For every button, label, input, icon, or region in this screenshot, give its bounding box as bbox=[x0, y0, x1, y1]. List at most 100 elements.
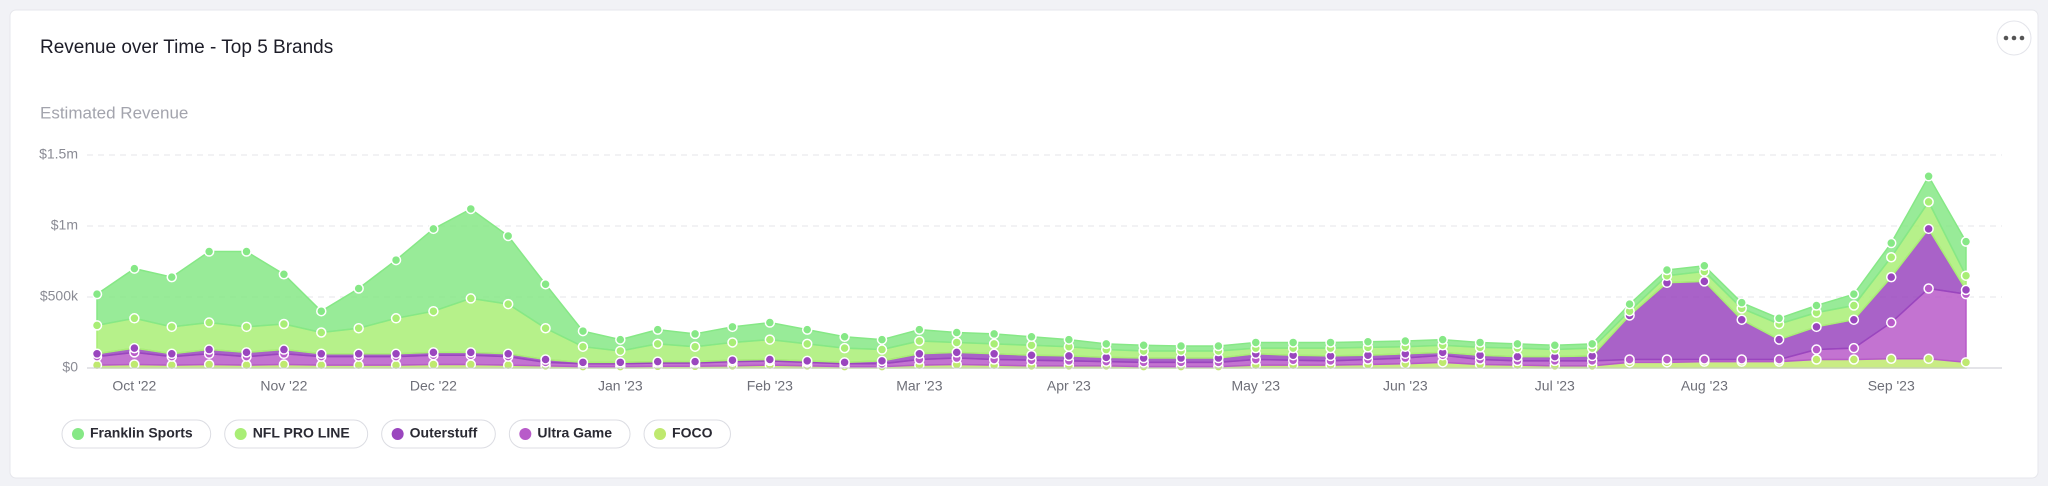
point bbox=[428, 347, 439, 358]
point bbox=[914, 335, 925, 347]
legend-swatch[interactable] bbox=[391, 428, 404, 440]
point bbox=[1699, 354, 1710, 365]
legend-label[interactable]: Franklin Sports bbox=[90, 425, 193, 441]
point bbox=[1811, 321, 1822, 333]
point bbox=[1287, 337, 1299, 348]
point bbox=[465, 347, 477, 358]
point bbox=[1175, 340, 1187, 352]
point bbox=[1063, 334, 1075, 345]
legend-label[interactable]: FOCO bbox=[672, 425, 713, 441]
point bbox=[241, 347, 252, 358]
point bbox=[1960, 236, 1972, 247]
point bbox=[1848, 300, 1860, 311]
point bbox=[689, 328, 701, 340]
legend-label[interactable]: Ultra Game bbox=[537, 425, 612, 441]
point bbox=[203, 359, 215, 370]
point bbox=[91, 288, 103, 300]
point bbox=[1960, 357, 1972, 368]
point bbox=[1848, 354, 1860, 365]
point bbox=[652, 338, 663, 350]
point bbox=[129, 263, 140, 274]
point bbox=[129, 313, 140, 324]
legend-swatch[interactable] bbox=[72, 428, 84, 440]
point bbox=[839, 342, 850, 354]
y-tick-label: $1m bbox=[51, 217, 78, 233]
point bbox=[1063, 350, 1075, 362]
point bbox=[540, 278, 551, 290]
point bbox=[91, 320, 103, 331]
point bbox=[764, 334, 776, 345]
legend-pill[interactable] bbox=[643, 419, 731, 449]
point bbox=[390, 313, 402, 324]
point bbox=[988, 338, 1000, 350]
x-tick-label: Aug '23 bbox=[1681, 378, 1728, 394]
point bbox=[540, 354, 551, 365]
point bbox=[1325, 337, 1336, 348]
point bbox=[689, 356, 701, 367]
point bbox=[689, 341, 701, 352]
point bbox=[1885, 251, 1897, 263]
point bbox=[1885, 317, 1897, 328]
point bbox=[1773, 334, 1785, 345]
legend-pill[interactable] bbox=[381, 419, 496, 449]
x-tick-label: Oct '22 bbox=[112, 378, 156, 394]
x-tick-label: Nov '22 bbox=[260, 378, 307, 394]
point bbox=[727, 321, 738, 333]
point bbox=[465, 203, 477, 215]
legend-item[interactable]: FOCO bbox=[643, 419, 731, 449]
legend-label[interactable]: Outerstuff bbox=[410, 425, 478, 441]
point bbox=[577, 357, 589, 368]
legend-swatch[interactable] bbox=[234, 428, 247, 440]
legend-item[interactable]: Franklin Sports bbox=[61, 419, 212, 449]
point bbox=[764, 354, 776, 365]
point bbox=[801, 355, 813, 367]
point bbox=[428, 305, 439, 317]
point bbox=[1138, 340, 1149, 351]
point bbox=[502, 298, 514, 310]
menu-button[interactable] bbox=[1996, 20, 2032, 56]
legend-swatch[interactable] bbox=[519, 428, 532, 440]
point bbox=[1736, 354, 1747, 365]
y-axis-title: Estimated Revenue bbox=[40, 103, 188, 122]
point bbox=[914, 348, 925, 360]
legend-item[interactable]: Outerstuff bbox=[381, 419, 496, 449]
card bbox=[9, 9, 2039, 479]
x-tick-label: Jan '23 bbox=[598, 378, 643, 394]
point bbox=[203, 344, 215, 355]
point bbox=[1661, 354, 1673, 365]
point bbox=[1848, 288, 1860, 300]
point bbox=[1885, 271, 1897, 283]
point bbox=[577, 325, 589, 337]
point bbox=[652, 324, 663, 335]
point bbox=[316, 348, 327, 360]
x-tick-label: Dec '22 bbox=[410, 378, 457, 394]
legend-swatch[interactable] bbox=[654, 428, 667, 440]
point bbox=[876, 344, 888, 355]
point bbox=[166, 271, 178, 283]
legend-pill[interactable] bbox=[61, 419, 212, 449]
point bbox=[353, 283, 364, 294]
point bbox=[129, 342, 140, 354]
legend-label[interactable]: NFL PRO LINE bbox=[253, 425, 350, 441]
point bbox=[839, 331, 850, 343]
legend-pill[interactable] bbox=[224, 419, 369, 449]
menu-dot[interactable] bbox=[2003, 35, 2009, 41]
legend-item[interactable]: NFL PRO LINE bbox=[224, 419, 369, 449]
legend-item[interactable]: Ultra Game bbox=[508, 419, 631, 449]
point bbox=[1624, 354, 1635, 365]
point bbox=[390, 348, 402, 360]
point bbox=[988, 328, 1000, 340]
point bbox=[1773, 354, 1785, 365]
point bbox=[1250, 337, 1262, 348]
point bbox=[1661, 264, 1673, 276]
point bbox=[876, 334, 888, 345]
point bbox=[166, 348, 178, 360]
point bbox=[1923, 283, 1934, 294]
point bbox=[1699, 276, 1710, 287]
legend-pill[interactable] bbox=[508, 419, 631, 449]
menu-dot[interactable] bbox=[2019, 35, 2025, 41]
menu-dot[interactable] bbox=[2011, 35, 2017, 41]
point bbox=[1213, 340, 1224, 352]
point bbox=[465, 293, 477, 304]
